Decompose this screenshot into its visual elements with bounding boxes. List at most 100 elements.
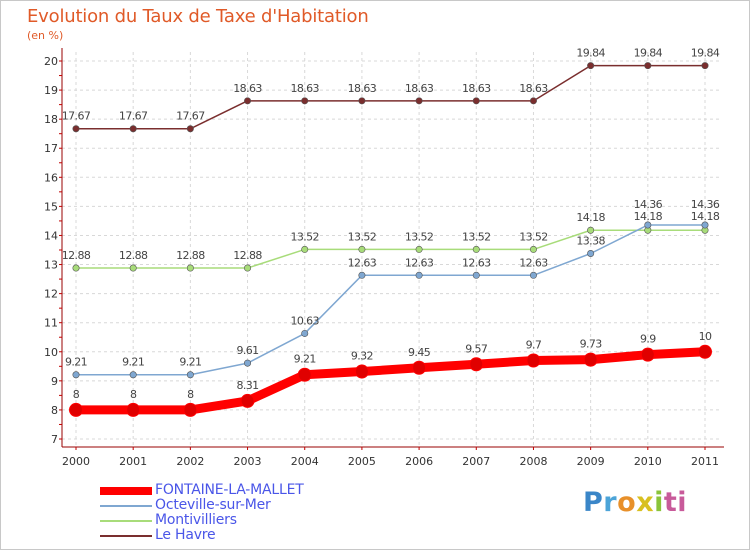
data-point xyxy=(301,329,309,337)
data-label: 9.9 xyxy=(640,333,656,346)
data-label: 18.63 xyxy=(233,82,262,95)
data-point xyxy=(301,97,309,105)
data-label: 17.67 xyxy=(119,110,148,123)
legend-label-le-havre: Le Havre xyxy=(155,527,216,543)
data-label: 18.63 xyxy=(290,82,319,95)
data-label: 9.61 xyxy=(236,344,258,357)
data-point xyxy=(354,364,369,379)
data-label: 12.88 xyxy=(233,249,262,262)
data-label: 18.63 xyxy=(519,82,548,95)
x-tick-label: 2009 xyxy=(577,455,605,468)
data-point xyxy=(126,402,141,417)
data-point xyxy=(72,264,80,272)
data-label: 14.18 xyxy=(576,211,605,224)
data-point xyxy=(297,367,312,382)
data-label: 13.52 xyxy=(405,230,434,243)
data-label: 9.45 xyxy=(408,346,431,359)
data-point xyxy=(644,221,652,229)
legend-label-montivilliers: Montivilliers xyxy=(155,512,237,528)
data-point xyxy=(587,62,595,70)
series-line-1 xyxy=(76,224,705,376)
data-point xyxy=(644,62,652,70)
x-tick-label: 2008 xyxy=(519,455,547,468)
data-point xyxy=(69,402,83,417)
data-point xyxy=(186,264,194,272)
data-label: 13.52 xyxy=(290,230,319,243)
data-point xyxy=(469,357,484,372)
data-label: 10 xyxy=(699,330,712,343)
legend-label-octeville: Octeville-sur-Mer xyxy=(155,497,271,513)
data-point xyxy=(415,97,423,105)
data-label: 9.7 xyxy=(526,338,542,351)
data-label: 9.73 xyxy=(580,338,603,351)
data-point xyxy=(701,221,709,229)
data-point xyxy=(72,371,80,379)
data-label: 10.63 xyxy=(290,314,319,327)
x-tick-label: 2000 xyxy=(62,455,90,468)
x-tick-label: 2001 xyxy=(119,455,147,468)
data-point xyxy=(183,402,198,417)
series-line-2 xyxy=(76,229,705,269)
data-label: 13.38 xyxy=(576,234,605,247)
data-point xyxy=(526,353,541,368)
data-point xyxy=(129,125,137,133)
data-label: 19.84 xyxy=(634,47,663,60)
y-tick-label: 9 xyxy=(51,375,58,388)
data-label: 13.52 xyxy=(348,230,377,243)
chart-unit-label: (en %) xyxy=(27,29,64,42)
data-label: 14.36 xyxy=(691,198,720,211)
data-point xyxy=(186,125,194,133)
x-tick-label: 2002 xyxy=(176,455,204,468)
data-label: 8 xyxy=(73,388,80,401)
data-label: 12.63 xyxy=(405,256,434,269)
data-point xyxy=(701,62,709,70)
data-point xyxy=(244,264,252,272)
x-tick-label: 2011 xyxy=(691,455,719,468)
data-label: 9.32 xyxy=(351,350,373,363)
data-label: 9.57 xyxy=(465,342,488,355)
data-label: 9.21 xyxy=(179,356,201,369)
data-point xyxy=(415,245,423,253)
data-point xyxy=(640,347,655,362)
chart-title: Evolution du Taux de Taxe d'Habitation xyxy=(27,6,369,27)
data-point xyxy=(529,271,537,279)
x-tick-label: 2003 xyxy=(234,455,262,468)
data-point xyxy=(358,245,366,253)
data-label: 12.63 xyxy=(519,256,548,269)
data-point xyxy=(415,271,423,279)
y-tick-label: 15 xyxy=(44,200,58,213)
legend-swatch-octeville xyxy=(100,505,152,507)
series-line-3 xyxy=(76,64,705,130)
y-tick-label: 10 xyxy=(44,346,58,359)
data-point xyxy=(587,226,595,234)
data-label: 12.88 xyxy=(62,249,91,262)
legend-swatch-le-havre xyxy=(100,535,152,537)
legend-swatch-fontaine xyxy=(100,487,152,495)
data-point xyxy=(472,271,480,279)
data-label: 18.63 xyxy=(462,82,491,95)
y-tick-label: 12 xyxy=(44,288,58,301)
y-tick-label: 17 xyxy=(44,142,58,155)
data-label: 12.88 xyxy=(176,249,205,262)
data-label: 12.88 xyxy=(119,249,148,262)
data-label: 14.18 xyxy=(634,210,663,223)
series-line-0 xyxy=(76,347,706,415)
data-point xyxy=(240,393,255,408)
data-label: 8 xyxy=(187,388,194,401)
x-tick-label: 2006 xyxy=(405,455,433,468)
data-point xyxy=(472,245,480,253)
data-point xyxy=(472,97,480,105)
y-tick-label: 14 xyxy=(44,229,58,242)
data-label: 12.63 xyxy=(462,256,491,269)
data-label: 12.63 xyxy=(348,256,377,269)
data-label: 9.21 xyxy=(294,353,316,366)
data-point xyxy=(129,371,137,379)
y-tick-label: 19 xyxy=(44,84,58,97)
data-point xyxy=(129,264,137,272)
data-point xyxy=(244,97,252,105)
y-tick-label: 8 xyxy=(51,404,58,417)
data-label: 13.52 xyxy=(462,230,491,243)
data-label: 17.67 xyxy=(176,110,205,123)
data-label: 9.21 xyxy=(122,356,144,369)
data-label: 13.52 xyxy=(519,230,548,243)
